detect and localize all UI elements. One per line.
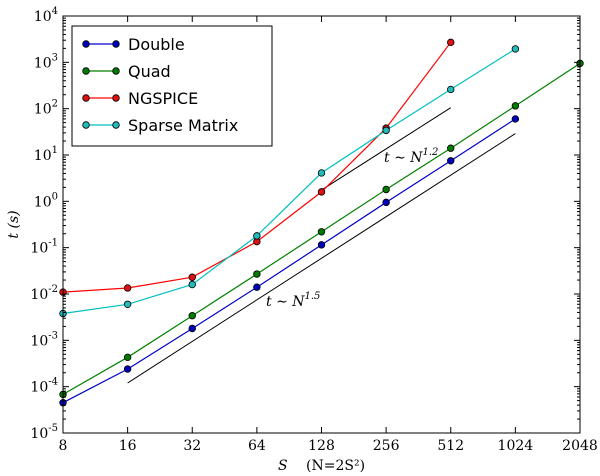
series-line <box>62 48 516 315</box>
y-tick-label: 104 <box>34 6 58 25</box>
x-axis-label: S (N=2S²) <box>278 458 365 474</box>
y-tick-label: 101 <box>34 145 58 164</box>
y-axis-label: t (s) <box>6 210 22 238</box>
data-point <box>382 198 390 207</box>
legend-swatch-marker <box>82 67 90 75</box>
x-axis-label-var: S <box>278 458 288 474</box>
data-point <box>511 102 520 110</box>
data-point <box>253 283 261 291</box>
y-tick-labels: 10-5 10-4 10-3 10-2 10-1 100 101 102 103 104 <box>30 6 58 442</box>
x-tick-label: 16 <box>119 438 137 454</box>
y-tick-label: 10-3 <box>30 330 58 349</box>
data-point <box>447 38 455 47</box>
data-point <box>447 144 455 152</box>
y-tick-label: 10-2 <box>30 284 58 303</box>
y-tick-label: 10-4 <box>30 377 58 396</box>
legend-swatch-marker <box>112 67 120 75</box>
y-tick-label: 10-5 <box>30 423 58 442</box>
legend-swatch-marker <box>112 40 120 48</box>
x-tick-label: 512 <box>437 438 464 454</box>
legend-swatch-marker <box>112 94 120 102</box>
data-point <box>511 115 520 123</box>
y-tick-label: 102 <box>34 99 58 118</box>
legend: Double Quad NGSPICE Sparse Matrix <box>71 25 273 147</box>
data-point <box>317 169 326 177</box>
legend-box <box>71 25 273 147</box>
data-point <box>123 353 132 362</box>
legend-swatch-marker <box>82 94 90 102</box>
data-point <box>188 324 196 333</box>
data-point <box>188 312 196 320</box>
legend-label: Double <box>128 35 185 54</box>
legend-swatch-marker <box>82 121 90 129</box>
legend-label: Quad <box>128 62 171 81</box>
legend-swatch-marker <box>112 121 120 129</box>
legend-label: Sparse Matrix <box>128 116 238 135</box>
reference-label: t ∼ N1.2 <box>384 147 438 166</box>
x-tick-label: 128 <box>308 438 335 454</box>
reference-label: t ∼ N1.5 <box>266 291 320 310</box>
x-tick-label: 32 <box>183 438 201 454</box>
data-point <box>123 365 132 373</box>
reference-line <box>127 133 516 384</box>
reference-lines <box>127 107 516 384</box>
data-point <box>447 157 455 165</box>
data-point <box>317 188 326 196</box>
data-point <box>123 300 132 308</box>
y-tick-label: 103 <box>34 52 58 71</box>
x-tick-label: 8 <box>59 438 68 454</box>
data-point <box>123 284 132 292</box>
series-markers <box>59 38 584 407</box>
data-point <box>382 126 390 135</box>
legend-swatch-marker <box>82 40 90 48</box>
x-tick-label: 64 <box>248 438 266 454</box>
x-tick-labels: 8 16 32 64 128 256 512 1024 2048 <box>59 438 598 454</box>
y-tick-label: 10-1 <box>30 238 58 257</box>
data-point <box>511 45 520 53</box>
y-tick-label: 100 <box>34 191 58 210</box>
data-point <box>382 185 390 194</box>
data-point <box>253 270 261 278</box>
x-tick-label: 2048 <box>562 438 598 454</box>
data-point <box>317 228 326 236</box>
data-point <box>447 85 455 94</box>
series-line <box>62 118 516 404</box>
x-tick-label: 256 <box>373 438 400 454</box>
data-point <box>188 280 196 289</box>
x-tick-label: 1024 <box>498 438 534 454</box>
legend-label: NGSPICE <box>128 89 198 108</box>
x-axis-label-suffix: (N=2S²) <box>306 458 365 474</box>
axis-ticks <box>62 15 581 434</box>
reference-labels: t ∼ N1.5 t ∼ N1.2 <box>266 147 438 310</box>
data-point <box>317 241 326 249</box>
reference-line <box>321 107 452 191</box>
data-point <box>253 232 261 240</box>
data-point <box>188 273 196 281</box>
